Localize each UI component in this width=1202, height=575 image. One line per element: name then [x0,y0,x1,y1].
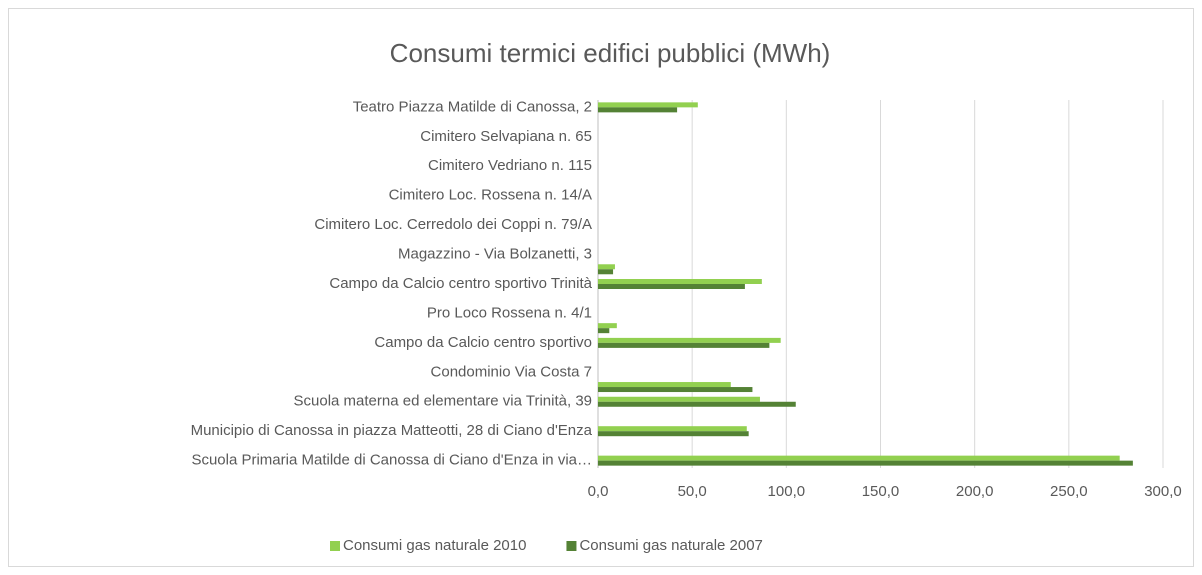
y-tick-label: Condominio Via Costa 7 [431,363,592,380]
x-tick-label: 200,0 [956,483,994,500]
bar [598,269,614,275]
bar [598,264,615,270]
bar [598,337,781,343]
y-tick-label: Campo da Calcio centro sportivo Trinità [329,275,592,292]
y-tick-label: Scuola materna ed elementare via Trinità… [294,393,593,410]
legend-label: Consumi gas naturale 2010 [343,537,526,554]
legend-swatch [566,541,577,551]
bar [598,401,796,407]
bar [598,431,749,437]
x-tick-label: 150,0 [862,483,900,500]
bar [598,342,770,348]
bar [598,426,747,432]
y-tick-label: Cimitero Loc. Cerredolo dei Coppi n. 79/… [314,216,592,233]
y-tick-label: Scuola Primaria Matilde di Canossa di Ci… [191,452,592,469]
bar [598,387,753,393]
bar [598,396,760,402]
x-tick-label: 0,0 [588,483,609,500]
bar [598,279,762,284]
bar [598,107,678,113]
bar [598,102,698,108]
legend-label: Consumi gas naturale 2007 [579,537,762,554]
bar [598,382,731,388]
y-tick-label: Cimitero Selvapiana n. 65 [420,128,592,145]
x-tick-label: 300,0 [1144,483,1182,500]
y-tick-label: Magazzino - Via Bolzanetti, 3 [398,246,592,263]
y-tick-label: Municipio di Canossa in piazza Matteotti… [191,422,593,439]
y-tick-label: Campo da Calcio centro sportivo [374,334,592,351]
bar [598,328,610,334]
bar [598,455,1120,461]
chart-title: Consumi termici edifici pubblici (MWh) [390,38,831,68]
y-tick-label: Cimitero Vedriano n. 115 [428,157,592,174]
x-tick-label: 50,0 [678,483,707,500]
bar [598,460,1133,466]
x-tick-label: 100,0 [768,483,806,500]
bar [598,323,617,329]
bar [598,284,745,289]
legend-swatch [330,541,340,551]
y-tick-label: Cimitero Loc. Rossena n. 14/A [389,187,592,204]
y-tick-label: Teatro Piazza Matilde di Canossa, 2 [353,98,592,115]
y-tick-label: Pro Loco Rossena n. 4/1 [427,304,592,321]
x-tick-label: 250,0 [1050,483,1088,500]
